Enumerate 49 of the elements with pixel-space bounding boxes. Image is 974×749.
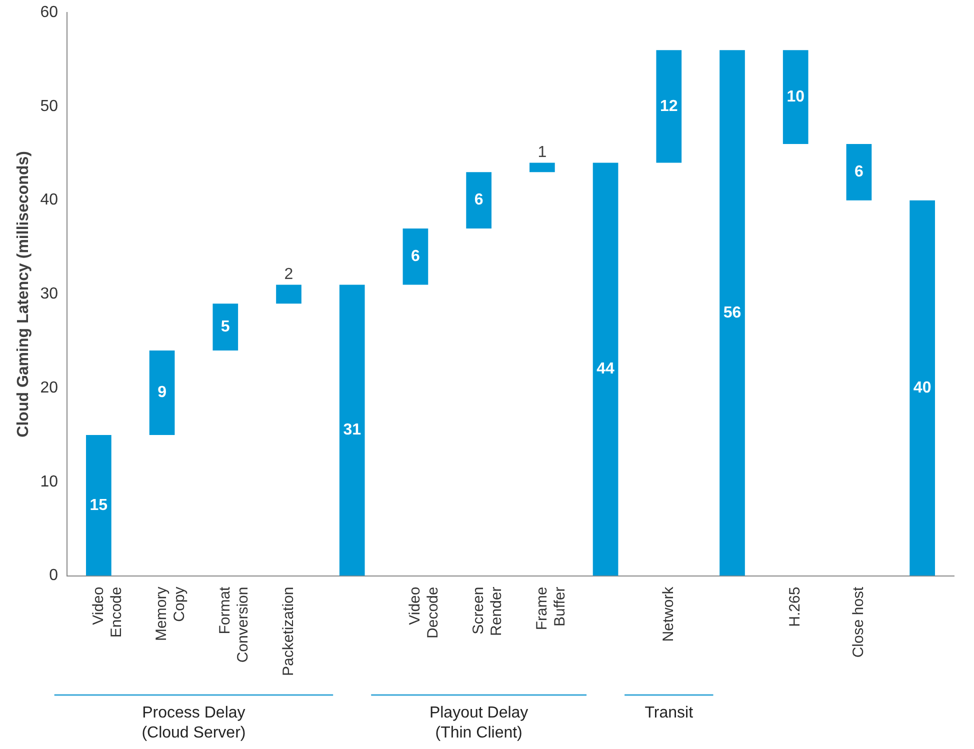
bar [592,162,618,576]
x-tick-label: Close host [850,586,868,658]
bar [402,228,428,285]
y-tick-label: 20 [40,379,58,396]
y-tick-label: 60 [40,4,58,22]
x-tick-label: H.265 [786,586,804,627]
data-label: 12 [660,98,678,115]
x-tick-label: Format Conversion [216,586,252,663]
y-tick-label: 10 [40,473,58,490]
x-tick-label: Video Decode [406,586,442,638]
data-label: 9 [158,384,167,402]
text: Process Delay (Cloud Server) [142,704,246,742]
data-label: 1 [538,144,547,162]
bar [720,50,745,576]
data-label: 31 [343,422,362,439]
text: Transit [644,704,694,722]
text: Playout Delay (Thin Client) [429,704,528,742]
bar [149,350,175,435]
x-tick-label: Video Encode [90,586,125,638]
data-label: 44 [596,360,615,378]
data-label: 6 [854,164,864,181]
bar [846,144,872,200]
data-label: 56 [723,304,742,322]
bar [656,50,682,163]
x-tick-label: Network [660,586,678,642]
x-tick-label: Frame Buffer [533,586,568,630]
data-label: 2 [284,266,294,284]
y-tick-label: 30 [40,286,58,303]
y-tick-label: 50 [40,98,58,115]
bar [212,304,238,351]
bar [530,162,555,172]
data-label: 15 [90,496,108,514]
y-tick-label: 40 [40,192,58,209]
data-label: 5 [220,318,230,336]
x-tick-label: Memory Copy [153,586,188,641]
data-label: 6 [474,192,484,209]
data-label: 10 [786,88,805,106]
x-tick-label: Packetization [280,586,297,676]
y-axis-title: Cloud Gaming Latency (milliseconds) [15,151,32,438]
bar [276,284,302,304]
data-label: 40 [913,379,932,396]
bar [466,172,492,228]
y-tick-label: 0 [49,567,58,584]
bar [339,284,365,576]
bar [86,434,112,576]
bar [910,200,935,576]
data-label: 6 [411,248,420,266]
x-tick-label: Screen Render [470,586,505,636]
bar [782,50,808,144]
